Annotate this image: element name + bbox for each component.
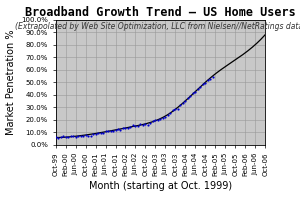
Point	[130, 124, 135, 127]
Point	[160, 116, 165, 119]
Point	[100, 132, 105, 135]
Title: Broadband Growth Trend – US Home Users: Broadband Growth Trend – US Home Users	[25, 6, 296, 19]
X-axis label: Month (starting at Oct. 1999): Month (starting at Oct. 1999)	[89, 181, 232, 191]
Point	[210, 75, 215, 78]
Point	[73, 135, 78, 138]
Point	[193, 91, 198, 94]
Point	[153, 119, 158, 122]
Point	[203, 81, 208, 84]
Point	[106, 130, 110, 133]
Point	[58, 135, 63, 138]
Point	[108, 129, 113, 132]
Text: (Extrapolated by Web Site Optimization, LLC from Nielsen//NetRatings data): (Extrapolated by Web Site Optimization, …	[15, 22, 300, 31]
Point	[76, 134, 80, 137]
Point	[71, 134, 76, 138]
Point	[198, 85, 203, 88]
Point	[78, 134, 83, 138]
Point	[148, 122, 153, 125]
Point	[206, 79, 210, 82]
Point	[173, 107, 178, 111]
Point	[155, 118, 160, 121]
Point	[200, 82, 205, 85]
Point	[96, 131, 100, 134]
Point	[195, 88, 200, 91]
Point	[98, 132, 103, 135]
Point	[126, 126, 130, 129]
Point	[61, 135, 65, 138]
Point	[185, 97, 190, 100]
Point	[183, 100, 188, 103]
Point	[123, 127, 128, 130]
Point	[170, 109, 175, 112]
Point	[146, 123, 150, 126]
Point	[140, 124, 145, 127]
Point	[166, 113, 170, 117]
Point	[81, 134, 85, 137]
Point	[83, 133, 88, 136]
Point	[111, 130, 116, 133]
Point	[208, 77, 213, 80]
Point	[178, 103, 183, 107]
Point	[176, 107, 180, 110]
Point	[93, 133, 98, 136]
Point	[118, 128, 123, 131]
Point	[103, 129, 108, 132]
Point	[151, 120, 155, 123]
Point	[168, 112, 173, 115]
Point	[136, 125, 140, 128]
Point	[188, 94, 193, 97]
Point	[133, 125, 138, 128]
Point	[143, 122, 148, 125]
Point	[63, 136, 68, 139]
Point	[163, 116, 168, 119]
Point	[86, 135, 91, 138]
Point	[53, 136, 58, 139]
Point	[181, 102, 185, 105]
Point	[116, 128, 120, 131]
Y-axis label: Market Penetration %: Market Penetration %	[6, 29, 16, 135]
Point	[158, 117, 163, 120]
Point	[121, 127, 125, 130]
Point	[190, 92, 195, 95]
Point	[138, 123, 143, 126]
Point	[56, 136, 61, 139]
Point	[128, 126, 133, 129]
Point	[88, 134, 93, 137]
Point	[113, 129, 118, 132]
Point	[91, 133, 95, 136]
Point	[68, 134, 73, 137]
Point	[66, 136, 70, 139]
